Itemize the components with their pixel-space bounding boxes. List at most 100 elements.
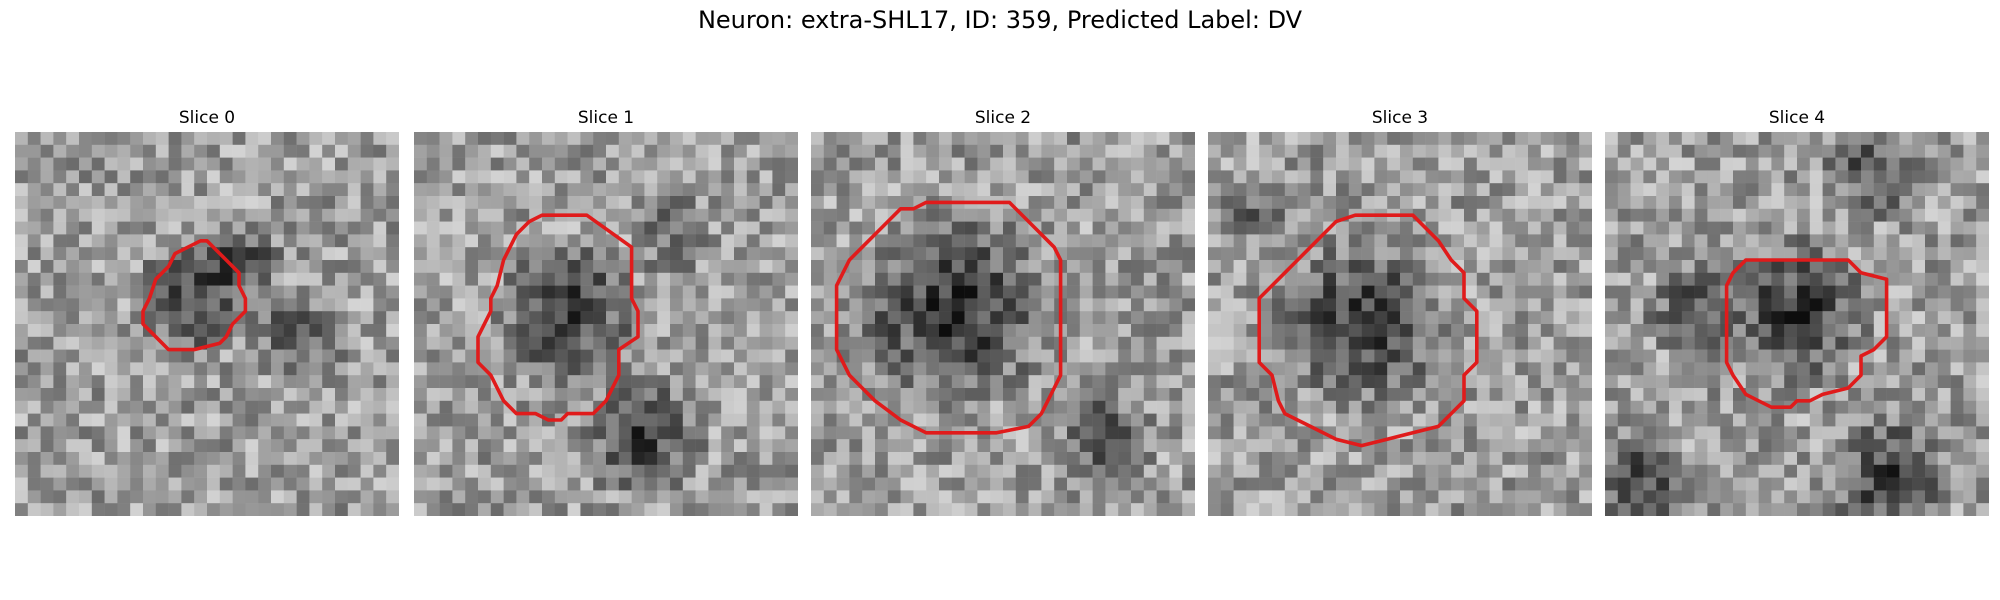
image-pixel <box>1694 503 1708 516</box>
image-pixel <box>823 272 837 286</box>
image-pixel <box>1451 362 1465 376</box>
image-pixel <box>1797 400 1811 414</box>
image-pixel <box>207 272 221 286</box>
image-pixel <box>1284 324 1298 338</box>
image-pixel <box>1873 413 1887 427</box>
image-pixel <box>913 260 927 274</box>
image-pixel <box>27 260 41 274</box>
image-pixel <box>465 247 479 261</box>
image-pixel <box>644 311 658 325</box>
image-pixel <box>1899 247 1913 261</box>
image-pixel <box>1143 388 1157 402</box>
image-pixel <box>27 285 41 299</box>
image-pixel <box>1669 490 1683 504</box>
image-pixel <box>708 208 722 222</box>
image-pixel <box>1707 362 1721 376</box>
image-pixel <box>1143 349 1157 363</box>
image-pixel <box>1374 183 1388 197</box>
image-pixel <box>1476 464 1490 478</box>
image-pixel <box>1092 490 1106 504</box>
image-pixel <box>951 285 965 299</box>
image-pixel <box>1105 452 1119 466</box>
image-pixel <box>1848 157 1862 171</box>
segmentation-contour <box>476 213 640 422</box>
image-pixel <box>1617 336 1631 350</box>
image-pixel <box>1079 362 1093 376</box>
image-pixel <box>1451 413 1465 427</box>
image-pixel <box>271 298 285 312</box>
image-pixel <box>811 247 825 261</box>
image-pixel <box>1156 196 1170 210</box>
image-pixel <box>1310 362 1324 376</box>
image-pixel <box>117 311 131 325</box>
image-pixel <box>490 324 504 338</box>
image-pixel <box>1963 336 1977 350</box>
image-pixel <box>811 452 825 466</box>
image-pixel <box>194 208 208 222</box>
image-pixel <box>194 196 208 210</box>
image-pixel <box>606 183 620 197</box>
image-pixel <box>631 362 645 376</box>
image-pixel <box>606 349 620 363</box>
image-pixel <box>542 234 556 248</box>
image-pixel <box>1617 477 1631 491</box>
image-pixel <box>1540 260 1554 274</box>
image-pixel <box>1873 400 1887 414</box>
image-pixel <box>913 388 927 402</box>
image-pixel <box>1540 272 1554 286</box>
image-pixel <box>631 272 645 286</box>
image-pixel <box>322 375 336 389</box>
image-pixel <box>309 400 323 414</box>
image-pixel <box>618 349 632 363</box>
image-pixel <box>977 183 991 197</box>
image-pixel <box>53 452 67 466</box>
image-pixel <box>1707 285 1721 299</box>
image-pixel <box>682 298 696 312</box>
image-pixel <box>951 208 965 222</box>
image-pixel <box>1438 196 1452 210</box>
image-pixel <box>426 324 440 338</box>
image-pixel <box>1246 336 1260 350</box>
image-pixel <box>322 311 336 325</box>
image-pixel <box>1976 221 1989 235</box>
image-pixel <box>426 503 440 516</box>
image-pixel <box>1067 336 1081 350</box>
image-pixel <box>1745 503 1759 516</box>
image-pixel <box>1605 452 1619 466</box>
image-pixel <box>1041 336 1055 350</box>
image-pixel <box>1310 208 1324 222</box>
image-pixel <box>1720 221 1734 235</box>
image-pixel <box>1540 362 1554 376</box>
image-pixel <box>414 247 428 261</box>
image-pixel <box>1758 260 1772 274</box>
image-pixel <box>452 413 466 427</box>
image-pixel <box>1182 349 1195 363</box>
image-pixel <box>554 157 568 171</box>
image-pixel <box>386 144 399 158</box>
image-pixel <box>862 260 876 274</box>
image-pixel <box>1566 247 1580 261</box>
image-pixel <box>207 349 221 363</box>
image-pixel <box>168 490 182 504</box>
image-pixel <box>1822 221 1836 235</box>
image-pixel <box>849 132 863 146</box>
image-pixel <box>951 452 965 466</box>
image-pixel <box>1079 503 1093 516</box>
image-pixel <box>104 221 118 235</box>
image-pixel <box>104 247 118 261</box>
image-pixel <box>1797 375 1811 389</box>
image-pixel <box>1336 426 1350 440</box>
image-pixel <box>1092 464 1106 478</box>
image-pixel <box>1553 157 1567 171</box>
image-pixel <box>1669 183 1683 197</box>
image-pixel <box>79 375 93 389</box>
image-pixel <box>1502 272 1516 286</box>
image-pixel <box>335 132 349 146</box>
image-pixel <box>232 247 246 261</box>
image-pixel <box>1143 464 1157 478</box>
image-pixel <box>1733 311 1747 325</box>
image-pixel <box>1143 439 1157 453</box>
image-pixel <box>1579 285 1592 299</box>
image-pixel <box>1169 362 1183 376</box>
image-pixel <box>811 349 825 363</box>
